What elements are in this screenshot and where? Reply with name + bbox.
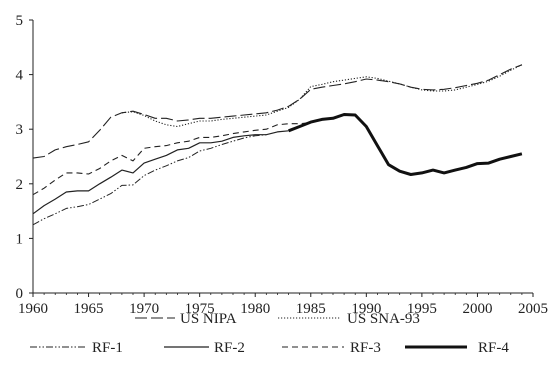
legend-label-rf-3: RF-3 [350, 340, 381, 356]
series-line-rf-2 [32, 130, 289, 215]
x-tick-label: 1990 [351, 301, 381, 317]
y-tick-label: 2 [16, 177, 24, 193]
y-tick-label: 3 [16, 122, 24, 138]
x-tick-label: 1960 [18, 301, 48, 317]
x-tick-label: 1980 [240, 301, 270, 317]
y-tick-label: 4 [16, 68, 24, 84]
y-tick-label: 5 [16, 13, 24, 29]
series-line-rf-1 [32, 134, 267, 226]
x-tick-label: 1975 [185, 301, 215, 317]
legend-label-rf-2: RF-2 [214, 340, 245, 356]
x-tick-label: 2000 [462, 301, 492, 317]
chart-series-lines [32, 64, 523, 226]
x-tick-label: 1965 [74, 301, 104, 317]
x-tick-label: 1970 [129, 301, 159, 317]
x-tick-label: 1995 [407, 301, 437, 317]
y-tick-label: 1 [16, 231, 24, 247]
chart-axes: 0 1 2 3 4 5 1960 1965 1970 1975 1980 1985 1990 1995 20… [16, 13, 549, 317]
y-tick-label: 0 [16, 286, 24, 302]
legend-label-rf-1: RF-1 [92, 340, 123, 356]
legend-label-us-sna-93: US SNA-93 [347, 311, 420, 327]
series-line-rf-4 [288, 113, 523, 176]
legend-label-rf-4: RF-4 [478, 340, 509, 356]
series-line-rf-3 [32, 122, 311, 196]
series-line-us-sna-93 [121, 64, 523, 128]
series-line-us-nipa [32, 64, 523, 159]
x-tick-label: 1985 [296, 301, 326, 317]
x-tick-label: 2005 [518, 301, 548, 317]
legend-label-us-nipa: US NIPA [180, 311, 237, 327]
chart-legend: US NIPA US SNA-93 RF-1 RF-2 RF-3 RF-4 [30, 311, 509, 356]
